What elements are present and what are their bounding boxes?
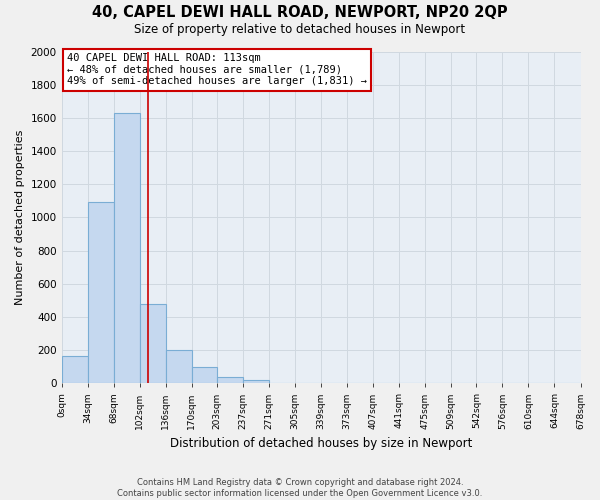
Bar [166,350,192,384]
Bar [88,202,114,384]
Bar [217,378,243,384]
Text: 40 CAPEL DEWI HALL ROAD: 113sqm
← 48% of detached houses are smaller (1,789)
49%: 40 CAPEL DEWI HALL ROAD: 113sqm ← 48% of… [67,53,367,86]
Text: Contains HM Land Registry data © Crown copyright and database right 2024.
Contai: Contains HM Land Registry data © Crown c… [118,478,482,498]
Bar [140,304,166,384]
Bar [114,113,140,384]
X-axis label: Distribution of detached houses by size in Newport: Distribution of detached houses by size … [170,437,472,450]
Text: Size of property relative to detached houses in Newport: Size of property relative to detached ho… [134,22,466,36]
Bar [192,366,217,384]
Bar [243,380,269,384]
Y-axis label: Number of detached properties: Number of detached properties [15,130,25,305]
Text: 40, CAPEL DEWI HALL ROAD, NEWPORT, NP20 2QP: 40, CAPEL DEWI HALL ROAD, NEWPORT, NP20 … [92,5,508,20]
Bar [62,356,88,384]
